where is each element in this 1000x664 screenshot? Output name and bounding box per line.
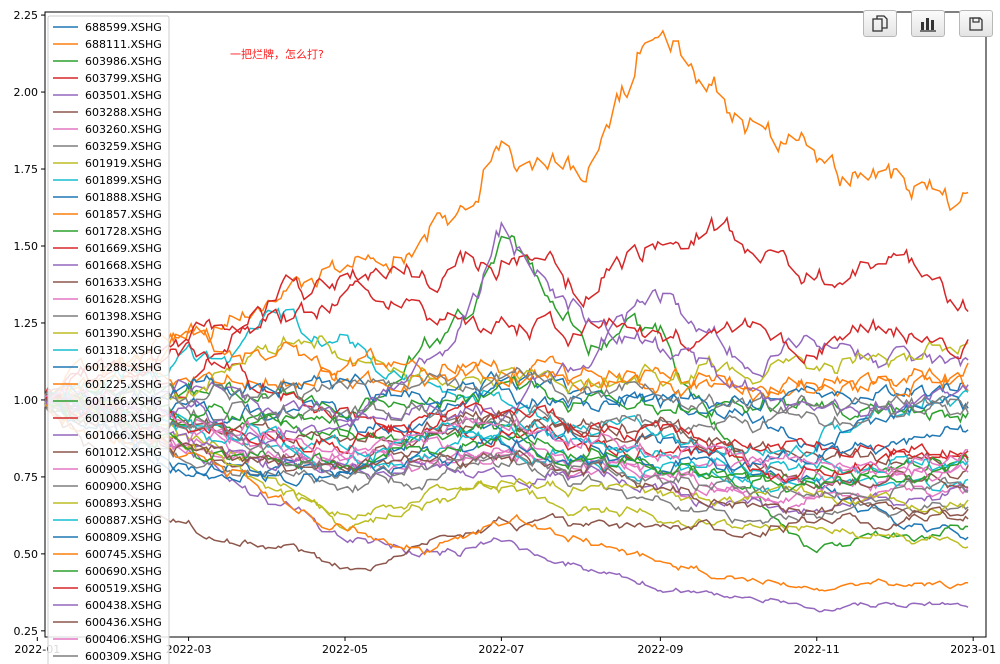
series-layer: [44, 29, 969, 613]
y-tick-label: 1.50: [14, 240, 39, 253]
legend-entry: 601088.XSHG: [85, 412, 162, 425]
y-tick-label: 0.75: [14, 471, 39, 484]
series-line-601225-xshg: [44, 321, 969, 406]
legend-entry: 603986.XSHG: [85, 55, 162, 68]
series-line-600900-xshg: [44, 366, 969, 418]
series-line-600887-xshg: [44, 387, 969, 477]
series-line-601899-xshg: [44, 307, 969, 458]
series-line-600905-xshg: [44, 395, 969, 486]
legend-entry: 600519.XSHG: [85, 582, 162, 595]
legend-entry: 601166.XSHG: [85, 395, 162, 408]
legend-entry: 601728.XSHG: [85, 225, 162, 238]
series-line-600519-xshg: [44, 395, 969, 484]
copy-button[interactable]: [863, 10, 897, 37]
legend-entry: 600436.XSHG: [85, 616, 162, 629]
bar-chart-icon: [920, 17, 936, 32]
x-tick-label: 2022-07: [478, 643, 524, 656]
legend-entry: 688599.XSHG: [85, 21, 162, 34]
legend-entry: 600438.XSHG: [85, 599, 162, 612]
legend-entry: 601857.XSHG: [85, 208, 162, 221]
chart-button[interactable]: [911, 10, 945, 37]
x-tick-label: 2022-11: [794, 643, 840, 656]
series-line-600438-xshg: [44, 220, 969, 445]
series-line-600745-xshg: [44, 401, 969, 592]
series-line-601288-xshg: [44, 373, 969, 413]
series-line-601669-xshg: [44, 340, 969, 463]
legend-entry: 600406.XSHG: [85, 633, 162, 646]
legend-frame: [47, 15, 170, 664]
legend-entry: 601390.XSHG: [85, 327, 162, 340]
series-line-600690-xshg: [44, 399, 969, 493]
y-tick-label: 2.25: [14, 9, 39, 22]
legend-entry: 601919.XSHG: [85, 157, 162, 170]
x-tick-label: 2022-05: [322, 643, 368, 656]
y-tick-label: 0.25: [14, 625, 39, 638]
legend-entry: 601066.XSHG: [85, 429, 162, 442]
series-line-603799-xshg: [44, 215, 969, 407]
legend-entry: 601398.XSHG: [85, 310, 162, 323]
y-tick-label: 1.25: [14, 317, 39, 330]
legend-entry: 603259.XSHG: [85, 140, 162, 153]
save-button[interactable]: [959, 10, 993, 37]
chart-annotation: 一把烂牌，怎么打?: [230, 47, 324, 61]
legend-entry: 603288.XSHG: [85, 106, 162, 119]
series-line-600436-xshg: [44, 392, 969, 518]
x-tick-label: 2023-01: [950, 643, 996, 656]
legend-entry: 688111.XSHG: [85, 38, 162, 51]
y-tick-label: 1.75: [14, 163, 39, 176]
copy-icon: [872, 14, 888, 32]
series-line-688599-xshg: [44, 396, 969, 541]
legend-entry: 601669.XSHG: [85, 242, 162, 255]
y-tick-label: 0.50: [14, 548, 39, 561]
series-line-601066-xshg: [44, 394, 969, 514]
legend-entry: 600745.XSHG: [85, 548, 162, 561]
series-line-601390-xshg: [44, 335, 969, 411]
legend-entry: 600900.XSHG: [85, 480, 162, 493]
legend-entry: 600809.XSHG: [85, 531, 162, 544]
legend-entry: 601628.XSHG: [85, 293, 162, 306]
legend-entry: 601225.XSHG: [85, 378, 162, 391]
legend-entry: 603260.XSHG: [85, 123, 162, 136]
series-line-603288-xshg: [44, 381, 969, 480]
legend-entry: 601899.XSHG: [85, 174, 162, 187]
series-line-601728-xshg: [44, 376, 969, 424]
series-line-601088-xshg: [44, 280, 969, 401]
legend-entry: 600887.XSHG: [85, 514, 162, 527]
legend-entry: 601888.XSHG: [85, 191, 162, 204]
legend-entry: 603501.XSHG: [85, 89, 162, 102]
x-tick-label: 2022-03: [166, 643, 212, 656]
legend-entry: 601288.XSHG: [85, 361, 162, 374]
save-icon: [969, 16, 983, 31]
legend-entry: 600309.XSHG: [85, 650, 162, 663]
legend: 688599.XSHG 688111.XSHG 603986.XSHG 603799.…: [47, 15, 170, 664]
legend-entry: 601633.XSHG: [85, 276, 162, 289]
legend-entry: 601012.XSHG: [85, 446, 162, 459]
series-line-688111-xshg: [44, 29, 969, 403]
legend-entry: 600690.XSHG: [85, 565, 162, 578]
series-line-600406-xshg: [44, 388, 969, 476]
legend-entry: 600893.XSHG: [85, 497, 162, 510]
y-tick-label: 1.00: [14, 394, 39, 407]
legend-entry: 601318.XSHG: [85, 344, 162, 357]
legend-entry: 600905.XSHG: [85, 463, 162, 476]
series-line-603259-xshg: [44, 396, 969, 525]
series-line-600309-xshg: [44, 389, 969, 503]
legend-entry: 601668.XSHG: [85, 259, 162, 272]
y-tick-label: 2.00: [14, 86, 39, 99]
x-tick-label: 2022-09: [637, 643, 683, 656]
series-line-603260-xshg: [44, 392, 969, 512]
legend-entry: 603799.XSHG: [85, 72, 162, 85]
